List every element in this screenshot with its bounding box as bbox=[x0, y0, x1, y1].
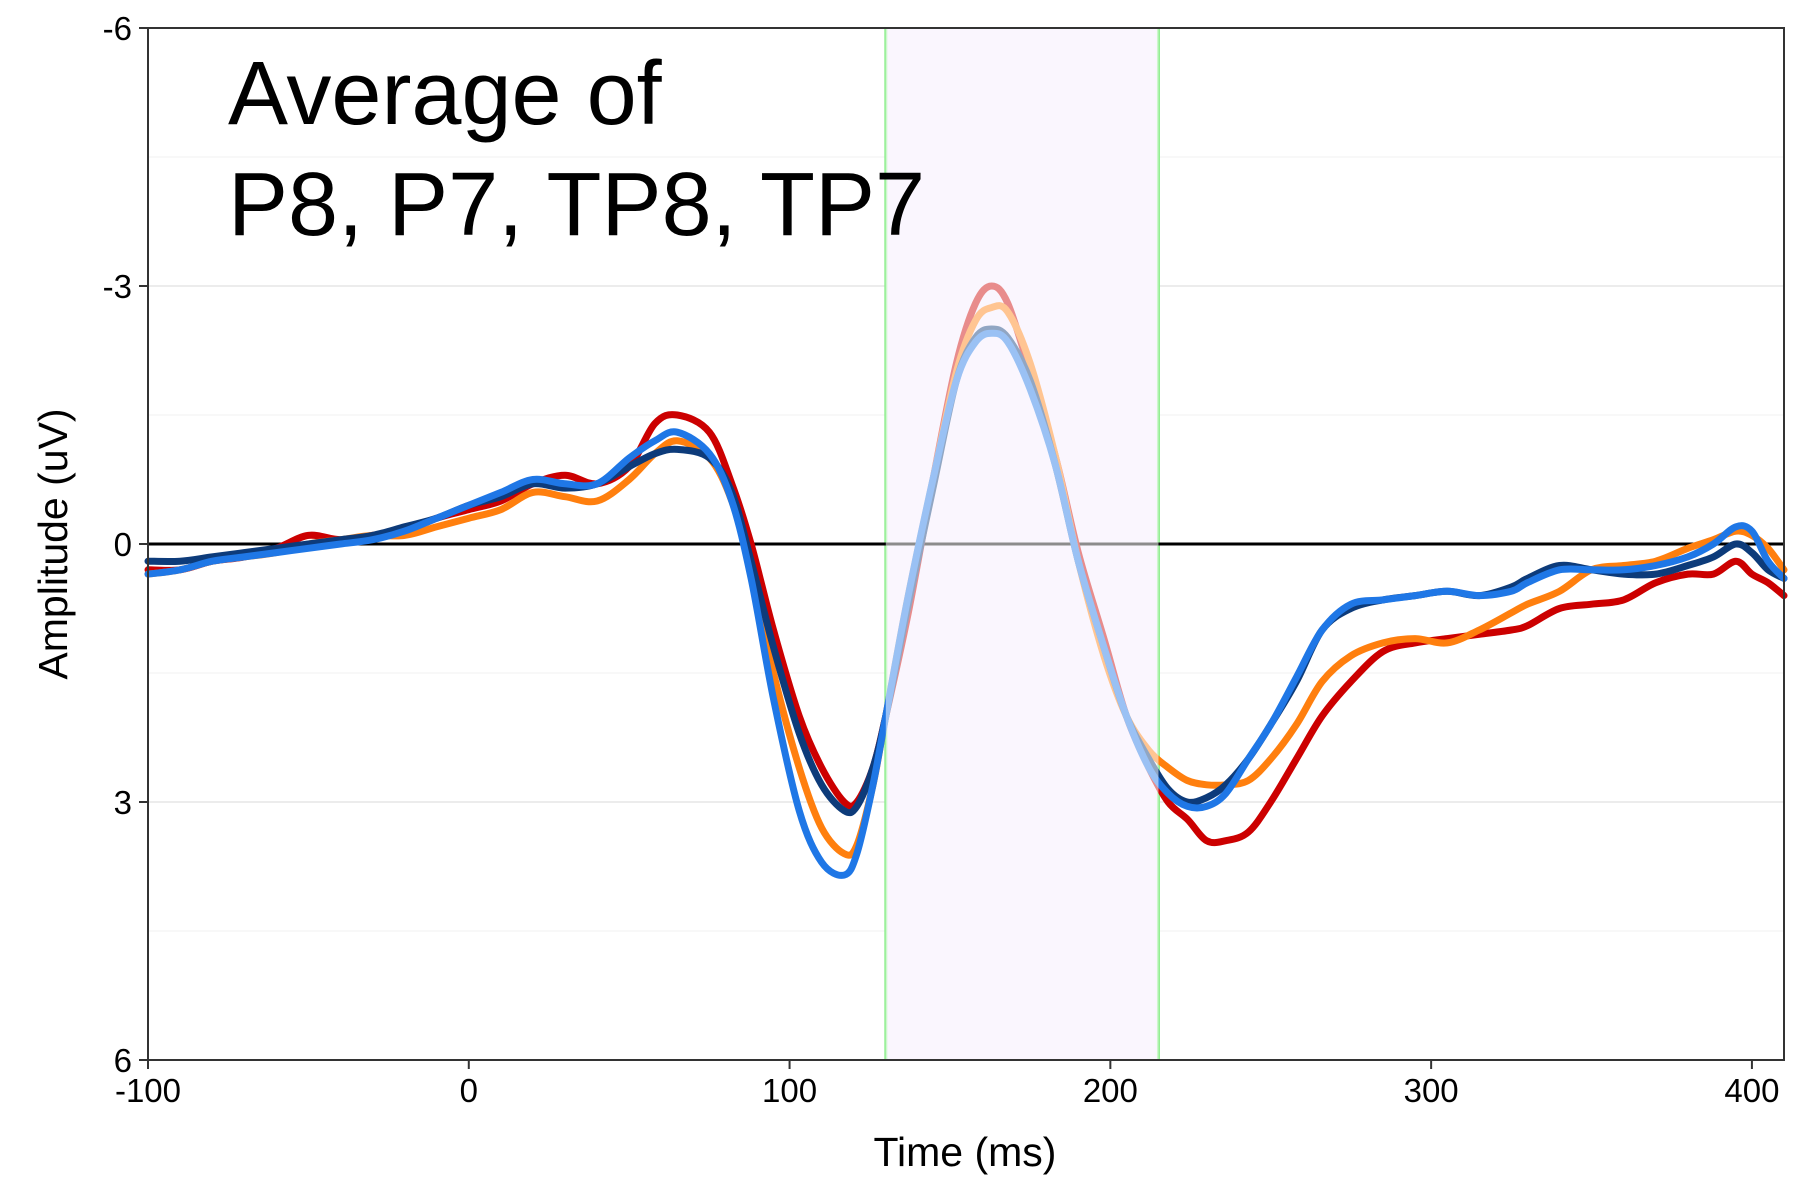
chart-title-line-1: Average of bbox=[228, 44, 663, 144]
chart-title-line-2: P8, P7, TP8, TP7 bbox=[228, 155, 925, 255]
x-axis-label: Time (ms) bbox=[874, 1129, 1057, 1175]
y-tick-label: -6 bbox=[103, 10, 132, 47]
x-tick-label: 300 bbox=[1404, 1072, 1459, 1109]
x-tick-label: 100 bbox=[762, 1072, 817, 1109]
y-tick-label: -3 bbox=[103, 268, 132, 305]
highlight-overlay bbox=[885, 28, 1159, 1060]
y-tick-label: 0 bbox=[114, 526, 132, 563]
y-tick-label: 3 bbox=[114, 784, 132, 821]
x-tick-label: 400 bbox=[1724, 1072, 1779, 1109]
ticks: -100 0 100 200 300 400 -6 -3 0 3 6 bbox=[103, 10, 1780, 1109]
x-tick-label: 200 bbox=[1083, 1072, 1138, 1109]
y-tick-label: 6 bbox=[114, 1042, 132, 1079]
y-axis-label: Amplitude (uV) bbox=[30, 408, 76, 679]
x-tick-label: 0 bbox=[460, 1072, 478, 1109]
x-tick-label: -100 bbox=[115, 1072, 181, 1109]
